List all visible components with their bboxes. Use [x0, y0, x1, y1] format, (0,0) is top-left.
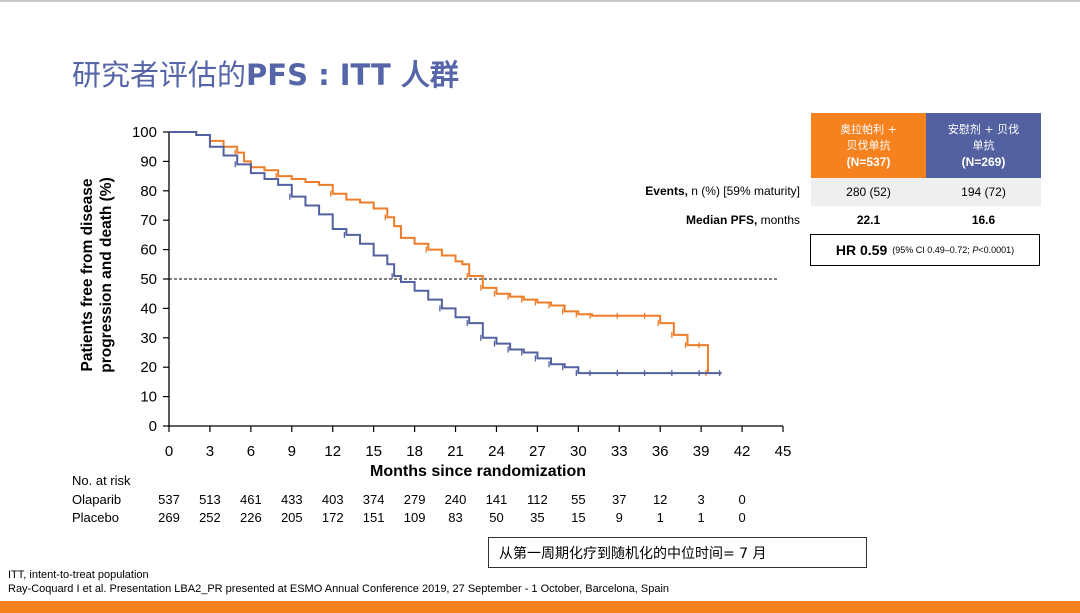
risk-value: 1 [697, 510, 705, 525]
x-tick-label: 9 [288, 443, 296, 460]
x-tick-label: 12 [324, 443, 341, 460]
events-olaparib: 280 (52) [811, 178, 926, 206]
hazard-ratio-box: HR 0.59 (95% CI 0.49–0.72; P<0.0001) [810, 234, 1040, 266]
top-border [0, 0, 1080, 2]
y-tick-label: 90 [140, 153, 157, 170]
header-olaparib-line1: 奥拉帕利 + [840, 122, 897, 136]
hr-ci: (95% CI 0.49–0.72; P<0.0001) [892, 245, 1015, 255]
median-olaparib: 22.1 [811, 206, 926, 234]
chart-curves [169, 131, 722, 377]
median-placebo: 16.6 [926, 206, 1041, 234]
risk-value: 35 [530, 510, 545, 525]
risk-value: 240 [444, 492, 467, 507]
y-tick-label: 0 [149, 418, 157, 435]
header-olaparib-line2: 贝伐单抗 [846, 138, 891, 152]
risk-value: 112 [527, 492, 548, 507]
header-placebo-n: (N=269) [961, 154, 1006, 169]
y-tick-label: 40 [140, 300, 157, 317]
risk-table-header: No. at risk [72, 473, 131, 488]
x-tick-label: 0 [165, 443, 173, 460]
median-time-note: 从第一周期化疗到随机化的中位时间= 7 月 [488, 537, 867, 568]
y-tick-label: 20 [140, 359, 157, 376]
risk-value: 537 [158, 492, 180, 507]
risk-value: 109 [403, 510, 426, 525]
x-tick-label: 27 [529, 443, 546, 460]
page-title: 研究者评估的PFS : ITT 人群 [72, 58, 459, 92]
risk-value: 55 [571, 492, 586, 507]
risk-value: 3 [697, 492, 705, 507]
y-axis-label: Patients free from disease progression a… [79, 177, 115, 373]
risk-value: 172 [321, 510, 344, 525]
risk-value: 141 [485, 492, 508, 507]
risk-value: 151 [362, 510, 385, 525]
footnote-reference: Ray-Coquard I et al. Presentation LBA2_P… [8, 583, 670, 595]
x-tick-label: 45 [775, 443, 792, 460]
x-tick-label: 30 [570, 443, 587, 460]
x-tick-label: 21 [447, 443, 464, 460]
x-axis-label: Months since randomization [370, 463, 587, 480]
header-olaparib-n: (N=537) [846, 154, 891, 169]
header-placebo: 安慰剂 + 贝伐 单抗 (N=269) [926, 113, 1041, 178]
hr-value: HR 0.59 [835, 242, 888, 258]
risk-value: 374 [362, 492, 385, 507]
risk-value: 9 [615, 510, 623, 525]
km-curve-olaparib [169, 131, 709, 374]
risk-value: 269 [158, 510, 180, 525]
risk-value: 226 [240, 510, 262, 525]
footnote-itt: ITT, intent-to-treat population [8, 569, 149, 581]
risk-value: 205 [280, 510, 303, 525]
median-pfs-label: Median PFS, months [685, 213, 800, 227]
x-tick-label: 39 [693, 443, 710, 460]
x-tick-label: 18 [406, 443, 423, 460]
risk-value: 15 [571, 510, 586, 525]
risk-value: 433 [280, 492, 303, 507]
y-tick-label: 10 [140, 389, 157, 406]
risk-value: 0 [738, 510, 746, 525]
x-tick-label: 15 [365, 443, 382, 460]
risk-value: 403 [321, 492, 344, 507]
risk-value: 83 [448, 510, 463, 525]
bottom-accent-bar [0, 601, 1080, 613]
header-placebo-line1: 安慰剂 + 贝伐 [947, 122, 1020, 136]
x-tick-label: 36 [652, 443, 669, 460]
risk-value: 461 [240, 492, 262, 507]
events-label: Events, n (%) [59% maturity] [645, 184, 800, 198]
risk-value: 50 [489, 510, 504, 525]
header-olaparib: 奥拉帕利 + 贝伐单抗 (N=537) [811, 113, 926, 178]
risk-row-label-olaparib: Olaparib [72, 492, 122, 507]
x-tick-label: 33 [611, 443, 628, 460]
x-tick-label: 6 [247, 443, 255, 460]
risk-value: 252 [199, 510, 221, 525]
y-tick-label: 80 [140, 183, 157, 200]
risk-value: 12 [652, 492, 668, 507]
risk-row-label-placebo: Placebo [72, 510, 119, 525]
risk-value: 37 [612, 492, 627, 507]
header-placebo-line2: 单抗 [972, 138, 995, 152]
x-tick-label: 24 [488, 443, 505, 460]
y-tick-label: 30 [140, 330, 157, 347]
x-tick-label: 42 [734, 443, 751, 460]
risk-value: 1 [656, 510, 664, 525]
risk-value: 279 [403, 492, 426, 507]
y-tick-label: 100 [132, 124, 157, 141]
risk-value: 0 [738, 492, 746, 507]
events-placebo: 194 (72) [926, 178, 1041, 206]
y-tick-label: 70 [140, 212, 157, 229]
y-tick-label: 60 [140, 242, 157, 259]
risk-value: 513 [199, 492, 221, 507]
km-curve-placebo [169, 131, 722, 375]
y-tick-label: 50 [140, 271, 157, 288]
x-tick-label: 3 [206, 443, 214, 460]
